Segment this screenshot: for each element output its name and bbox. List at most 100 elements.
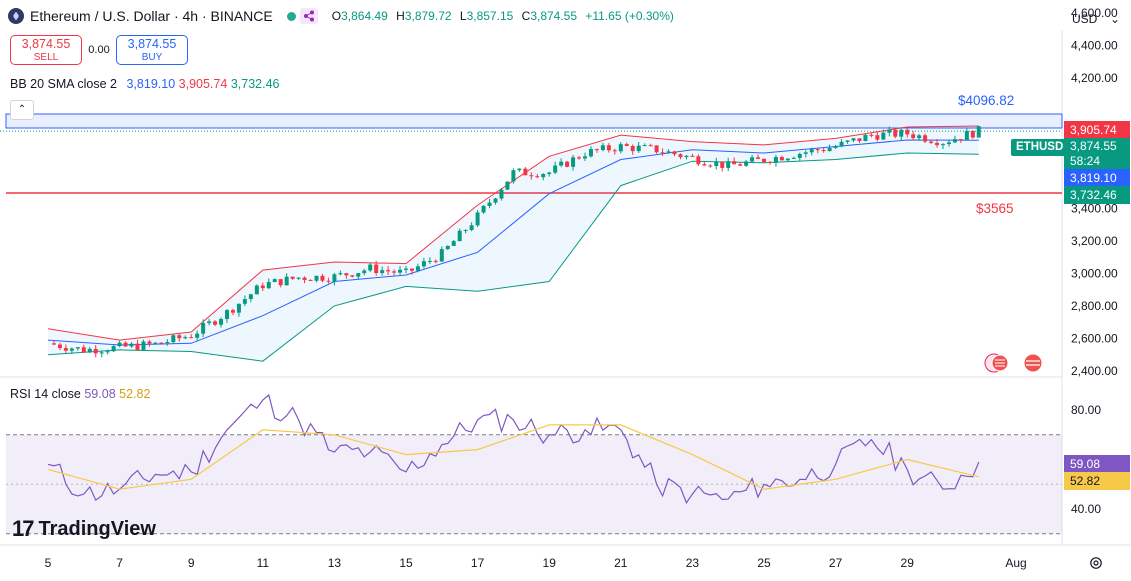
candle [201, 319, 206, 338]
candle-body [523, 168, 528, 176]
candle [881, 129, 886, 140]
compare-icon[interactable] [299, 8, 318, 24]
candle [248, 293, 253, 303]
buy-button[interactable]: 3,874.55 BUY [116, 35, 188, 65]
candle [839, 139, 844, 148]
candle [320, 273, 325, 283]
bb-lower-value: 3,732.46 [230, 77, 280, 91]
sell-button[interactable]: 3,874.55 SELL [10, 35, 82, 65]
candle-body [952, 139, 957, 143]
candle-body [421, 261, 426, 267]
candle-body [398, 269, 403, 273]
price-tick-label: 3,400.00 [1071, 201, 1118, 215]
candle-body [248, 294, 253, 300]
bb-basis-value: 3,819.10 [126, 77, 176, 91]
candle-body [666, 151, 671, 153]
candle [803, 150, 808, 158]
candle-body [469, 225, 474, 231]
collapse-legend-button[interactable]: ⌃ [10, 100, 34, 120]
tradingview-logo[interactable]: 17 TradingView [12, 516, 156, 542]
candle [117, 340, 122, 348]
gear-icon[interactable] [1089, 556, 1103, 570]
time-tick-label: 27 [829, 556, 843, 570]
candle [189, 334, 194, 339]
candle [147, 339, 152, 347]
candle-body [302, 277, 307, 280]
candle [356, 273, 361, 280]
candle-body [183, 337, 188, 339]
candle [714, 157, 719, 170]
candle-body [463, 230, 468, 232]
candle-body [338, 273, 343, 275]
candle-body [505, 181, 510, 190]
time-tick-label: 15 [399, 556, 413, 570]
event-flags[interactable] [982, 352, 1043, 381]
candle [338, 270, 343, 276]
candle [815, 148, 820, 154]
candle [93, 345, 98, 358]
candle-body [612, 150, 617, 152]
bb-lower-line [47, 152, 979, 362]
candle-body [69, 348, 74, 351]
candle [81, 344, 86, 354]
candle [457, 228, 462, 242]
bb-legend[interactable]: BB 20 SMA close 2 3,819.10 3,905.74 3,73… [10, 77, 280, 91]
candle-body [511, 170, 516, 182]
candle-body [332, 274, 337, 282]
candle [207, 318, 212, 326]
candle-body [833, 146, 838, 148]
rsi-legend[interactable]: RSI 14 close 59.08 52.82 [10, 387, 150, 401]
candle [386, 266, 391, 275]
currency-select[interactable]: USD ⌄ [1066, 8, 1126, 30]
candle-body [117, 342, 122, 347]
candle [696, 154, 701, 167]
time-tick-label: 23 [686, 556, 700, 570]
candle-body [254, 285, 259, 295]
candle-body [344, 273, 349, 276]
candle-body [57, 344, 62, 349]
candle [911, 131, 916, 141]
candle [762, 158, 766, 164]
candle [565, 160, 570, 168]
candle-body [618, 144, 623, 152]
candle-body [404, 268, 408, 270]
candle [421, 258, 426, 269]
candle-body [427, 260, 432, 262]
chevron-down-icon: ⌄ [1109, 12, 1120, 26]
candle-body [588, 149, 593, 157]
candle-body [260, 285, 265, 289]
candle [791, 156, 796, 160]
candle-body [553, 165, 558, 173]
candle-body [911, 134, 916, 139]
candle-body [905, 129, 910, 135]
candle [511, 168, 516, 184]
symbol-title[interactable]: Ethereum / U.S. Dollar · 4h · BINANCE [30, 8, 273, 24]
bb-basis-line [47, 139, 979, 346]
candle-body [433, 260, 438, 262]
support-annotation[interactable]: $3565 [976, 201, 1014, 216]
chart-header: Ethereum / U.S. Dollar · 4h · BINANCE O3… [8, 8, 674, 24]
candle-body [630, 145, 635, 152]
resistance-annotation[interactable]: $4096.82 [958, 93, 1015, 108]
candle-body [946, 142, 951, 145]
candle-body [177, 335, 182, 339]
candle [702, 161, 707, 166]
candle [594, 148, 599, 153]
candle-body [81, 347, 86, 353]
time-tick-label: 29 [901, 556, 915, 570]
candle-body [583, 156, 587, 159]
candle [893, 128, 898, 139]
candle [887, 126, 892, 137]
candle [278, 279, 283, 288]
rsi-ma-value: 52.82 [119, 387, 151, 401]
candle [624, 142, 629, 147]
candle-body [606, 145, 611, 151]
candle-body [600, 145, 605, 151]
candle-body [642, 145, 647, 147]
candle [445, 245, 450, 250]
candle-body [893, 129, 898, 137]
candle-body [720, 161, 725, 168]
candle [87, 346, 92, 354]
candle [105, 349, 110, 355]
